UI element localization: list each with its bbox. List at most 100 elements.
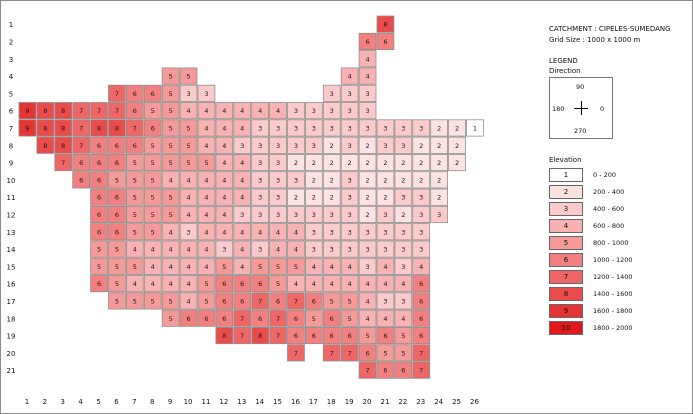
grid-cell-value: 4 — [383, 263, 387, 271]
grid-cell-fill — [287, 205, 305, 224]
grid-cell-value: 4 — [169, 246, 173, 254]
grid-cell: 2 — [358, 136, 377, 154]
grid-cell-value: 3 — [294, 124, 298, 132]
grid-cell-value: 5 — [151, 194, 155, 202]
grid-cell: 7 — [90, 102, 108, 120]
grid-cell: 7 — [108, 84, 126, 102]
grid-cell-fill — [412, 257, 431, 275]
grid-cell-fill — [233, 205, 252, 224]
grid-cell: 5 — [161, 119, 180, 137]
grid-cell-fill — [340, 188, 359, 206]
grid-cell-fill — [322, 257, 341, 275]
grid-cell: 5 — [161, 136, 180, 154]
grid-cell-value: 3 — [258, 124, 262, 132]
grid-cell-value: 4 — [312, 280, 316, 288]
grid-cell-fill — [126, 292, 144, 310]
grid-cell-value: 4 — [186, 107, 190, 115]
grid-cell-fill — [322, 102, 341, 120]
grid-cell-fill — [233, 292, 252, 310]
grid-cell: 3 — [412, 205, 431, 224]
grid-cell: 7 — [233, 326, 252, 345]
grid-cell: 5 — [143, 205, 162, 224]
grid-cell-fill — [197, 223, 216, 241]
grid-cell: 4 — [358, 275, 377, 293]
grid-cell: 7 — [269, 309, 287, 327]
grid-cell: 4 — [394, 275, 413, 293]
grid-cell-fill — [304, 171, 323, 189]
grid-cell-value: 4 — [240, 124, 244, 132]
grid-cell: 3 — [322, 84, 341, 102]
grid-cell: 5 — [340, 292, 359, 310]
grid-cell-fill — [340, 223, 359, 241]
grid-cell-value: 2 — [455, 124, 459, 132]
grid-cell-value: 2 — [437, 176, 441, 184]
grid-cell-value: 3 — [258, 159, 262, 167]
grid-cell-fill — [358, 257, 377, 275]
grid-cell-fill — [269, 171, 287, 189]
grid-cell-fill — [394, 223, 413, 241]
grid-cell: 5 — [197, 153, 216, 172]
grid-cell-fill — [126, 223, 144, 241]
grid-cell-value: 5 — [276, 280, 280, 288]
grid-cell-value: 4 — [240, 107, 244, 115]
grid-cell-value: 4 — [222, 176, 226, 184]
grid-cell-fill — [143, 119, 162, 137]
grid-cell: 6 — [90, 136, 108, 154]
grid-cell-value: 4 — [348, 280, 352, 288]
grid-cell: 6 — [108, 223, 126, 241]
grid-cell-value: 6 — [419, 280, 423, 288]
grid-cell-value: 4 — [204, 211, 208, 219]
grid-cell-value: 4 — [348, 263, 352, 271]
grid-cell-value: 4 — [294, 246, 298, 254]
grid-cell: 7 — [412, 344, 431, 362]
grid-cell-fill — [215, 171, 234, 189]
grid-cell-fill — [412, 309, 431, 327]
grid-cell-fill — [108, 188, 126, 206]
grid-cell-fill — [251, 205, 269, 224]
grid-cell: 3 — [340, 84, 359, 102]
row-label: 15 — [7, 263, 16, 271]
grid-cell-fill — [251, 136, 269, 154]
grid-cell-value: 3 — [365, 124, 369, 132]
grid-cell: 5 — [126, 223, 144, 241]
column-label: 22 — [398, 398, 407, 406]
grid-cell-fill — [197, 153, 216, 172]
grid-cell-fill — [322, 344, 341, 362]
grid-cell: 2 — [394, 205, 413, 224]
grid-cell: 5 — [322, 292, 341, 310]
grid-cell-value: 5 — [204, 159, 208, 167]
grid-cell-fill — [322, 309, 341, 327]
grid-cell: 6 — [376, 32, 395, 50]
grid-cell-fill — [143, 240, 162, 258]
grid-cell-fill — [179, 309, 198, 327]
grid-cell-value: 8 — [61, 142, 65, 150]
column-label: 25 — [452, 398, 461, 406]
row-label: 19 — [7, 333, 16, 341]
grid-cell-fill — [322, 171, 341, 189]
grid-cell: 6 — [412, 275, 431, 293]
grid-cell-fill — [358, 361, 377, 379]
grid-cell-value: 4 — [186, 246, 190, 254]
grid-cell-fill — [126, 84, 144, 102]
grid-cell: 6 — [412, 292, 431, 310]
grid-cell: 4 — [161, 240, 180, 258]
grid-cell-fill — [394, 275, 413, 293]
grid-cell-value: 5 — [151, 297, 155, 305]
grid-cell: 6 — [322, 309, 341, 327]
grid-cell-value: 6 — [330, 332, 334, 340]
grid-cell-value: 8 — [115, 124, 119, 132]
grid-cell: 5 — [143, 102, 162, 120]
grid-cell-value: 3 — [348, 246, 352, 254]
grid-cell: 9 — [18, 119, 37, 137]
grid-cell: 7 — [251, 292, 269, 310]
grid-cell: 6 — [251, 309, 269, 327]
grid-cell-fill — [233, 188, 252, 206]
grid-cell-value: 4 — [222, 211, 226, 219]
grid-cell: 8 — [215, 326, 234, 345]
grid-cell-fill — [161, 309, 180, 327]
column-label: 6 — [114, 398, 119, 406]
grid-cell-fill — [233, 171, 252, 189]
grid-cell: 6 — [108, 188, 126, 206]
grid-cell: 6 — [108, 153, 126, 172]
grid-cell: 3 — [251, 188, 269, 206]
